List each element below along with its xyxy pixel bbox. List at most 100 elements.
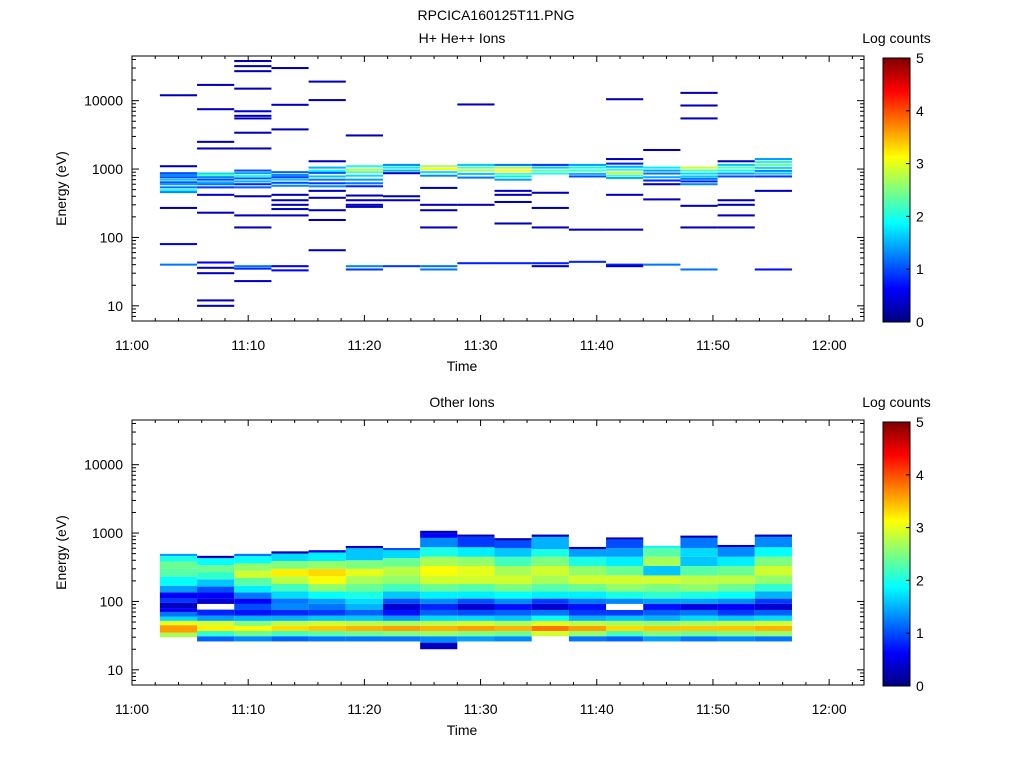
- heatmap-cell: [420, 575, 458, 584]
- heatmap-cell: [345, 630, 383, 637]
- heatmap-cell: [308, 583, 346, 592]
- heatmap-cell: [457, 565, 495, 576]
- figure-title: RPCICA160125T11.PNG: [418, 7, 575, 23]
- heatmap-cell: [197, 579, 235, 587]
- heatmap-cell: [197, 615, 235, 621]
- colorbar-gradient: [882, 57, 911, 323]
- heatmap-cell: [717, 166, 755, 169]
- colorbar-tick-label: 1: [916, 261, 924, 277]
- heatmap-cell: [680, 598, 718, 604]
- heatmap-cell: [754, 565, 792, 576]
- colorbar-tick-label: 5: [916, 50, 924, 66]
- heatmap-cell: [234, 267, 272, 270]
- heatmap-cell: [308, 625, 346, 631]
- heatmap-cell: [568, 615, 607, 621]
- heatmap-cell: [420, 171, 458, 174]
- colorbar-gradient: [882, 421, 911, 687]
- heatmap-cell: [643, 609, 681, 616]
- heatmap-cell: [606, 556, 644, 566]
- plot-frame: [131, 55, 865, 322]
- heatmap-cell: [382, 598, 421, 604]
- colorbar-label: Log counts: [862, 30, 931, 46]
- heatmap-cell: [382, 169, 421, 172]
- heatmap-cell: [606, 228, 644, 231]
- heatmap-cell: [271, 620, 309, 626]
- heatmap-cell: [568, 625, 607, 631]
- heatmap-cell: [680, 226, 718, 229]
- heatmap-cell: [308, 591, 346, 599]
- heatmap-cell: [643, 166, 681, 169]
- heatmap-cell: [457, 575, 495, 584]
- heatmap-cell: [159, 620, 198, 626]
- heatmap-cell: [643, 603, 681, 610]
- heatmap-cell: [754, 620, 792, 626]
- heatmap-cell: [606, 168, 644, 171]
- colorbar-tick-label: 1: [916, 625, 924, 641]
- heatmap-cell: [717, 160, 755, 163]
- heatmap-cell: [234, 110, 272, 113]
- heatmap-cell: [568, 169, 607, 172]
- heatmap-cell: [271, 583, 309, 592]
- heatmap-cell: [345, 598, 383, 604]
- heatmap-cell: [159, 585, 198, 593]
- y-tick-label: 10000: [84, 457, 123, 473]
- heatmap-cell: [159, 176, 198, 179]
- heatmap-cell: [568, 163, 607, 166]
- heatmap-cell: [420, 547, 458, 557]
- heatmap-cell: [680, 620, 718, 626]
- heatmap-cell: [382, 636, 421, 642]
- heatmap-cell: [494, 178, 532, 181]
- heatmap-cell: [494, 222, 532, 225]
- heatmap-cell: [643, 630, 681, 637]
- heatmap-cell: [308, 189, 346, 192]
- x-tick-label: 11:00: [115, 701, 149, 717]
- heatmap-cell: [271, 181, 309, 184]
- heatmap-cell: [197, 609, 235, 616]
- heatmap-cell: [345, 171, 383, 174]
- heatmap-cell: [159, 94, 198, 97]
- heatmap-cell: [308, 171, 346, 174]
- heatmap-cell: [382, 625, 421, 631]
- heatmap-cell: [680, 609, 718, 616]
- heatmap-cell: [606, 591, 644, 599]
- heatmap-cell: [606, 625, 644, 631]
- heatmap-cell: [308, 603, 346, 610]
- heatmap-cell: [271, 591, 309, 599]
- heatmap-cell: [568, 228, 607, 231]
- heatmap-cell: [494, 583, 532, 592]
- heatmap-cell: [159, 191, 198, 194]
- heatmap-cell: [197, 304, 235, 307]
- heatmap-cell: [643, 583, 681, 592]
- y-tick-label: 1000: [92, 525, 123, 541]
- heatmap-cell: [420, 209, 458, 212]
- heatmap-cell: [531, 591, 569, 599]
- heatmap-cell: [717, 547, 755, 557]
- heatmap-cell: [271, 173, 309, 176]
- heatmap-cell: [680, 172, 718, 175]
- heatmap-cell: [680, 535, 718, 538]
- heatmap-cell: [345, 609, 383, 616]
- heatmap-cell: [680, 625, 718, 631]
- heatmap-cell: [754, 598, 792, 604]
- heatmap-cell: [643, 148, 681, 152]
- heatmap-cell: [606, 193, 644, 196]
- heatmap-cell: [234, 563, 272, 571]
- heatmap-cell: [234, 615, 272, 621]
- heatmap-cell: [420, 533, 458, 538]
- x-tick-label: 11:40: [580, 337, 614, 353]
- heatmap-cell: [643, 263, 681, 266]
- x-tick-label: 11:30: [464, 337, 498, 353]
- heatmap-cell: [531, 615, 569, 621]
- heatmap-cell: [606, 265, 644, 268]
- heatmap-cell: [568, 620, 607, 626]
- heatmap-cell: [345, 560, 383, 569]
- heatmap-cell: [234, 172, 272, 175]
- heatmap-cell: [308, 630, 346, 637]
- heatmap-cell: [271, 603, 309, 610]
- y-tick-label: 10: [107, 298, 123, 314]
- heatmap-cell: [606, 162, 644, 165]
- heatmap-cell: [494, 630, 532, 637]
- heatmap-cell: [308, 636, 346, 642]
- heatmap-cell: [159, 173, 198, 176]
- heatmap-cell: [382, 166, 421, 169]
